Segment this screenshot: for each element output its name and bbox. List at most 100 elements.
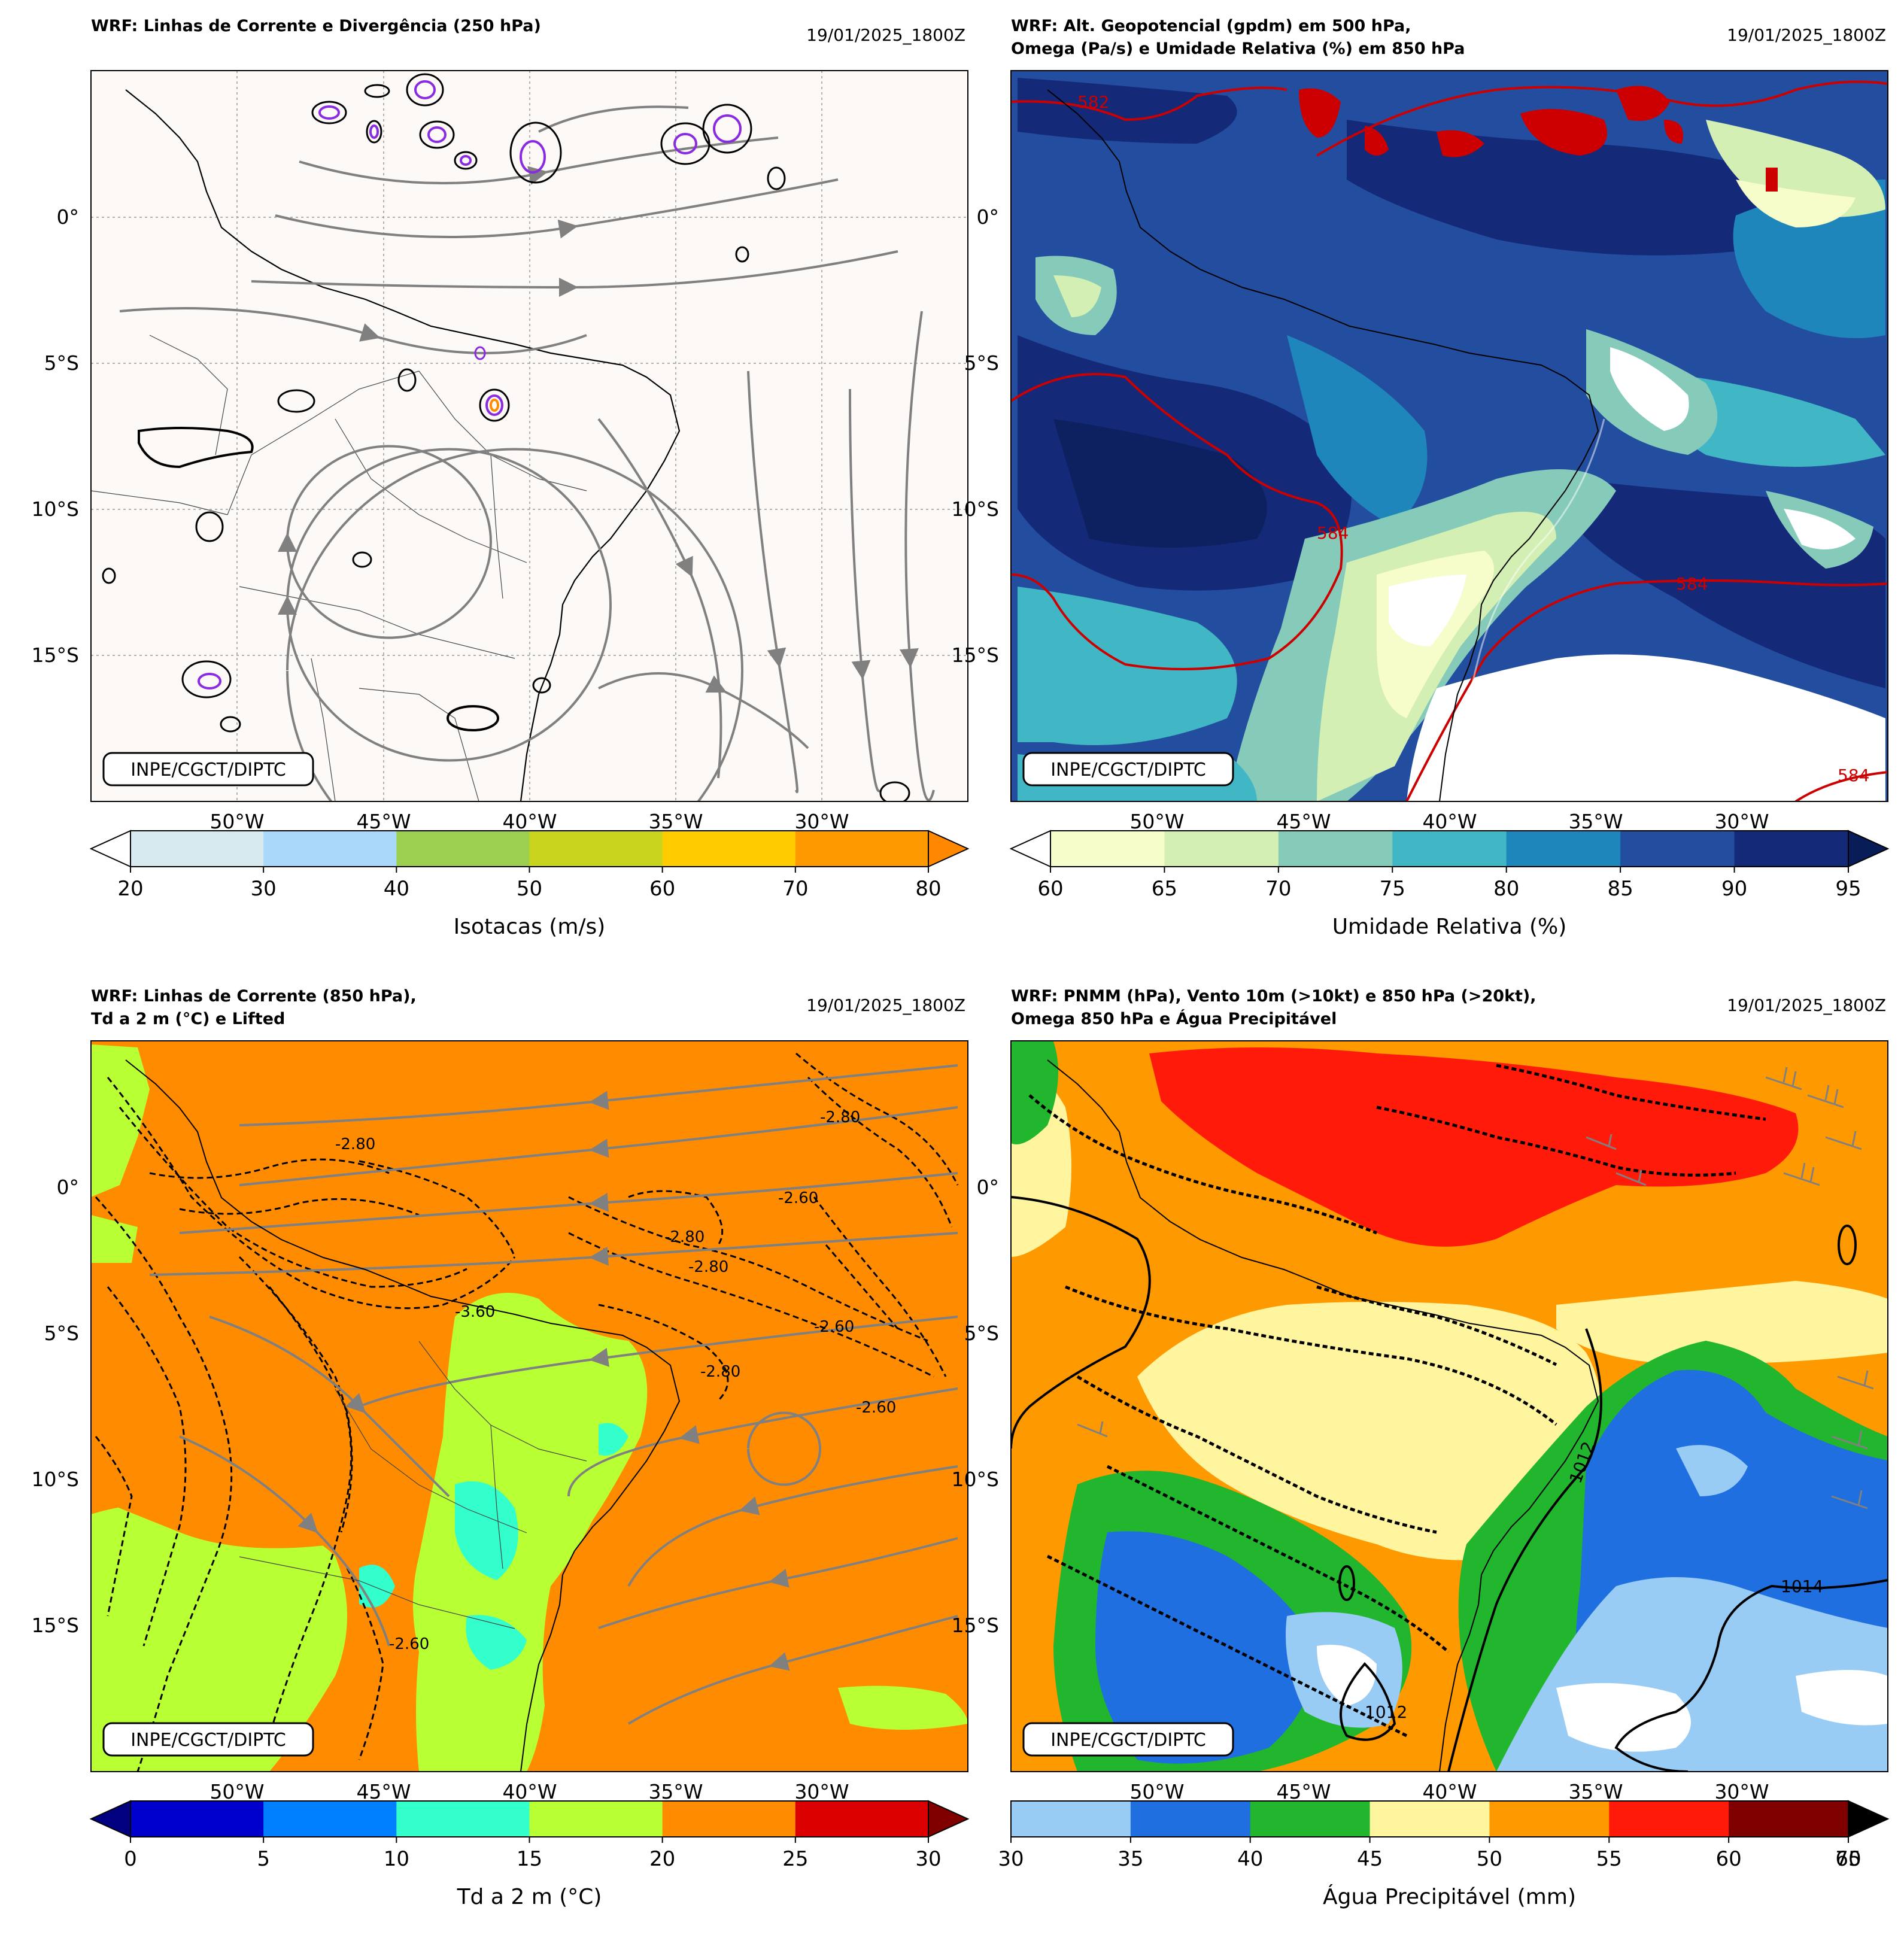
panel-4-lon-tick-label: 50°W [1129, 1780, 1184, 1803]
svg-text:584: 584 [1676, 574, 1708, 594]
colorbar-tick-label: 90 [1721, 877, 1747, 901]
colorbar-segment [1164, 831, 1279, 867]
svg-text:-2.60: -2.60 [814, 1318, 854, 1336]
colorbar-tick-label: 5 [257, 1847, 270, 1871]
panel-3-lat-tick-label: 5°S [44, 1322, 79, 1345]
panel-3-title-line-1: WRF: Linhas de Corrente (850 hPa), [91, 987, 417, 1006]
panel-1-lon-tick-label: 35°W [648, 810, 703, 833]
panel-4-title-line-2: Omega 850 hPa e Água Precipitável [1011, 1009, 1337, 1028]
colorbar-outline [1010, 1800, 1849, 1837]
panel-streamlines-850hpa-td: WRF: Linhas de Corrente (850 hPa), Td a … [90, 987, 968, 1772]
panel-3-contour-labels: -2.80 -2.80 -2.60 -2.80 -2.80 -3.60 -2.8… [335, 1108, 896, 1653]
panel-4-map-area: 1012 1014 1012 [1011, 1041, 1888, 1772]
panel-4-coastline [1047, 1059, 1599, 1772]
panel-2-title-line-2: Omega (Pa/s) e Umidade Relativa (%) em 8… [1011, 40, 1465, 58]
panel-4-lat-tick-label: 15°S [952, 1614, 999, 1637]
colorbar-segment [1250, 1801, 1371, 1837]
colorbar-segment [529, 1801, 663, 1837]
colorbar-tick-label: 60 [1716, 1847, 1742, 1871]
colorbar-tick-label: 65 [1152, 877, 1177, 901]
colorbar-segment [1050, 831, 1165, 867]
panel-3-lat-tick-label: 10°S [32, 1468, 79, 1491]
panel-3-credit-box: INPE/CGCT/DIPTC [102, 1722, 314, 1757]
panel-3-date: 19/01/2025_1800Z [806, 995, 965, 1015]
svg-text:-2.60: -2.60 [778, 1189, 818, 1207]
colorbar-segment [1609, 1801, 1729, 1837]
colorbar-tick-label: 60 [1037, 877, 1063, 901]
panel-3-colorbar-label: Td a 2 m (°C) [457, 1885, 602, 1909]
colorbar-tick-label: 45 [1357, 1847, 1383, 1871]
colorbar-tick-label: 30 [998, 1847, 1024, 1871]
svg-text:1014: 1014 [1781, 1577, 1823, 1596]
colorbar-outline [1050, 830, 1849, 867]
colorbar-segment [396, 1801, 530, 1837]
panel-4-lat-tick-label: 10°S [952, 1468, 999, 1491]
panel-4-title-line-1: WRF: PNMM (hPa), Vento 10m (>10kt) e 850… [1011, 987, 1536, 1006]
colorbar-tick-label: 20 [117, 877, 143, 901]
panel-1-gridlines [91, 71, 968, 801]
panel-4-lat-tick-label: 0° [977, 1176, 1000, 1199]
panel-4-wind-barbs [1077, 1067, 1874, 1509]
panel-1-lon-tick-label: 40°W [502, 810, 557, 833]
panel-2-lon-tick-label: 50°W [1129, 810, 1184, 833]
colorbar-max-extension [928, 830, 970, 868]
colorbar-max-extension [1848, 1800, 1890, 1838]
panel-3-state-borders [239, 1341, 587, 1629]
panel-1-lat-tick-label: 15°S [32, 643, 79, 667]
panel-2-colorbar: 60 65 70 75 80 85 90 95 Umidade Relativa (%) [1009, 830, 1890, 939]
svg-text:584: 584 [1838, 766, 1869, 785]
svg-text:-2.60: -2.60 [856, 1399, 896, 1417]
panel-2-map-area: 582 584 584 584 [1011, 71, 1888, 801]
colorbar-segment [529, 831, 663, 867]
panel-2-lon-tick-label: 35°W [1568, 810, 1623, 833]
panel-4-lon-tick-label: 40°W [1422, 1780, 1477, 1803]
panel-1-lon-tick-label: 50°W [209, 810, 264, 833]
panel-1-colorbar-label: Isotacas (m/s) [454, 915, 606, 939]
panel-4-frame [1010, 1040, 1888, 1772]
colorbar-tick-label: 80 [1493, 877, 1519, 901]
colorbar-segment [795, 1801, 929, 1837]
panel-1-colorbar: 20 30 40 50 60 70 80 Isotacas (m/s) [89, 830, 970, 939]
colorbar-segment [1734, 831, 1849, 867]
colorbar-segment [1506, 831, 1621, 867]
colorbar-min-extension [89, 830, 131, 868]
colorbar-tick-label: 20 [649, 1847, 675, 1871]
panel-3-colorbar: 0 5 10 15 20 25 30 Td a 2 m (°C) [89, 1800, 970, 1909]
colorbar-tick-label: 75 [1380, 877, 1405, 901]
panel-3-lon-tick-label: 40°W [502, 1780, 557, 1803]
svg-text:-2.80: -2.80 [820, 1108, 860, 1126]
panel-2-contour-labels: 582 584 584 584 [1077, 92, 1869, 785]
panel-3-lat-tick-label: 0° [57, 1176, 80, 1199]
panel-4-lat-tick-label: 5°S [964, 1322, 999, 1345]
panel-4-lon-tick-label: 30°W [1714, 1780, 1769, 1803]
colorbar-tick-label: 70 [1265, 877, 1291, 901]
panel-3-lon-tick-label: 30°W [794, 1780, 849, 1803]
panel-4-omega-contours [1028, 1064, 1766, 1738]
panel-1-frame [90, 70, 968, 802]
panel-3-map-area: -2.80 -2.80 -2.60 -2.80 -2.80 -3.60 -2.8… [91, 1041, 968, 1772]
colorbar-tick-label: 40 [1237, 1847, 1263, 1871]
colorbar-segment [263, 831, 397, 867]
panel-1-credit-box: INPE/CGCT/DIPTC [102, 752, 314, 786]
svg-text:582: 582 [1077, 92, 1109, 112]
panel-streamlines-250hpa: WRF: Linhas de Corrente e Divergência (2… [90, 17, 968, 802]
panel-1-coastline [125, 89, 681, 801]
colorbar-tick-label: 40 [384, 877, 409, 901]
panel-1-title-line-1: WRF: Linhas de Corrente e Divergência (2… [91, 17, 541, 35]
panel-3-frame [90, 1040, 968, 1772]
panel-2-lat-tick-label: 15°S [952, 643, 999, 667]
panel-2-lon-tick-label: 30°W [1714, 810, 1769, 833]
panel-1-lon-tick-label: 45°W [356, 810, 411, 833]
svg-text:584: 584 [1317, 523, 1349, 543]
colorbar-max-extension [1848, 830, 1890, 868]
colorbar-segment [130, 831, 264, 867]
panel-1-divergence-contours [102, 73, 910, 801]
panel-geopotential-500hpa: WRF: Alt. Geopotencial (gpdm) em 500 hPa… [1010, 17, 1888, 802]
colorbar-segment [662, 1801, 796, 1837]
colorbar-tick-label: 15 [517, 1847, 542, 1871]
panel-1-streamlines [119, 105, 935, 801]
panel-1-lat-tick-label: 5°S [44, 351, 79, 375]
